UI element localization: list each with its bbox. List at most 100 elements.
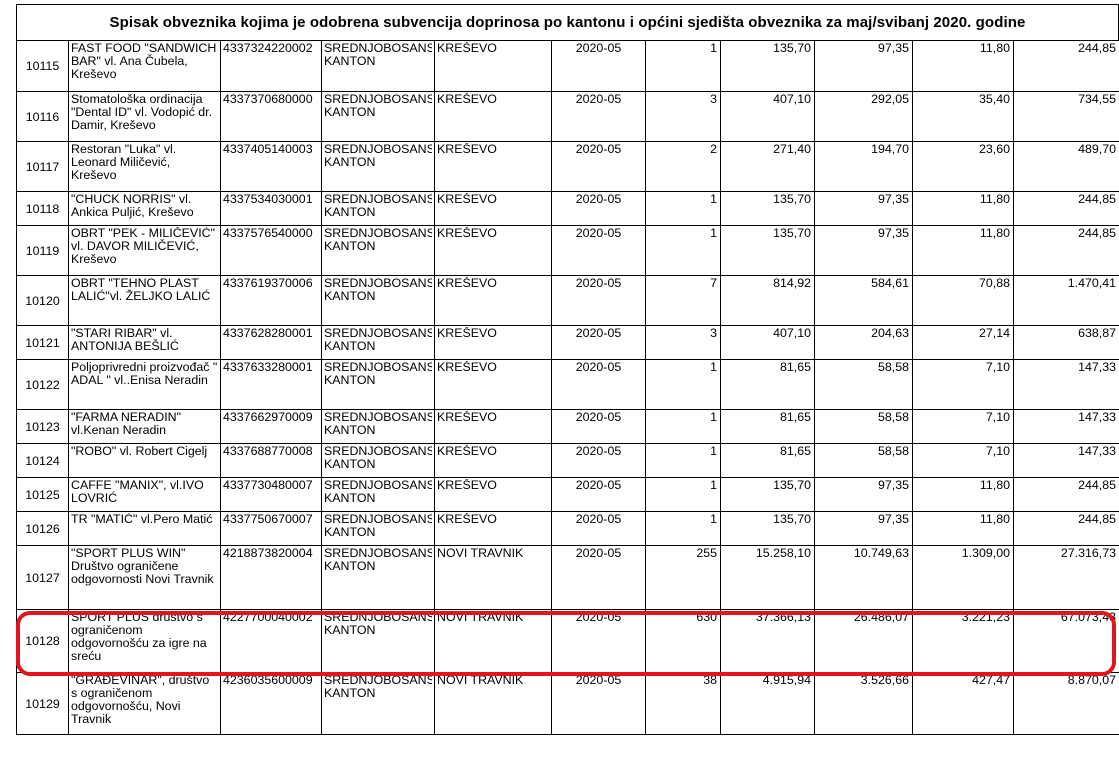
period-cell: 2020-05 xyxy=(551,91,646,142)
taxpayer-jib-cell: 4337619370006 xyxy=(220,275,322,326)
canton-cell: SREDNJOBOSANSKI KANTON xyxy=(321,545,435,610)
taxpayer-name-cell: TR "MATIĆ" vl.Pero Matić xyxy=(68,511,221,546)
cell-text: 37.366,13 xyxy=(755,611,811,624)
taxpayer-table: 10115 FAST FOOD "SANDWICH BAR" vl. Ana Ču… xyxy=(16,40,1119,735)
cell-text: 10127 xyxy=(25,571,60,585)
cell-text: 814,92 xyxy=(773,277,811,290)
total-amount-cell: 147,33 xyxy=(1013,409,1119,444)
canton-cell: SREDNJOBOSANSKI KANTON xyxy=(321,443,435,478)
total-amount-cell: 638,87 xyxy=(1013,325,1119,360)
amount-1-cell: 407,10 xyxy=(720,91,815,142)
row-id-cell: 10120 xyxy=(16,275,69,326)
cell-text: 2020-05 xyxy=(575,277,622,290)
amount-1-cell: 135,70 xyxy=(720,191,815,226)
cell-text: 292,05 xyxy=(871,93,909,106)
cell-text: 8.870,07 xyxy=(1067,674,1116,687)
row-id-cell: 10125 xyxy=(16,477,69,512)
amount-1-cell: 135,70 xyxy=(720,225,815,276)
total-amount-cell: 244,85 xyxy=(1013,191,1119,226)
cell-text: 97,35 xyxy=(877,479,909,492)
taxpayer-jib-cell: 4337576540000 xyxy=(220,225,322,276)
cell-text: 4.915,94 xyxy=(762,674,811,687)
cell-text: SREDNJOBOSANSKI KANTON xyxy=(324,547,432,573)
cell-text: 1 xyxy=(710,193,717,206)
amount-1-cell: 81,65 xyxy=(720,443,815,478)
amount-3-cell: 70,88 xyxy=(912,275,1014,326)
row-id-cell: 10119 xyxy=(16,225,69,276)
municipality-cell: NOVI TRAVNIK xyxy=(434,609,552,673)
table-row: 10115 FAST FOOD "SANDWICH BAR" vl. Ana Ču… xyxy=(16,40,1119,92)
cell-text: 4337662970009 xyxy=(223,411,313,424)
period-cell: 2020-05 xyxy=(551,40,646,92)
cell-text: 97,35 xyxy=(877,227,909,240)
cell-text: 11,80 xyxy=(979,42,1010,55)
table-row: 10121 "STARI RIBAR" vl. ANTONIJA BEŠLIĆ 43… xyxy=(16,325,1119,360)
table-row: 10126 TR "MATIĆ" vl.Pero Matić 43377506700… xyxy=(16,511,1119,546)
taxpayer-jib-cell: 4337633280001 xyxy=(220,359,322,410)
cell-text: 10124 xyxy=(25,454,60,468)
cell-text: SREDNJOBOSANSKI KANTON xyxy=(324,674,432,700)
taxpayer-name-cell: "CHUCK NORRIS" vl. Ankica Puljić, Krešev… xyxy=(68,191,221,226)
taxpayer-name-cell: OBRT "PEK - MILIČEVIĆ" vl. DAVOR MILIČEV… xyxy=(68,225,221,276)
row-id-cell: 10116 xyxy=(16,91,69,142)
total-amount-cell: 244,85 xyxy=(1013,477,1119,512)
cell-text: 194,70 xyxy=(871,143,909,156)
cell-text: 2020-05 xyxy=(575,193,622,206)
cell-text: KREŠEVO xyxy=(437,193,497,206)
total-amount-cell: 244,85 xyxy=(1013,511,1119,546)
cell-text: SREDNJOBOSANSKI KANTON xyxy=(324,193,432,219)
taxpayer-jib-cell: 4337370680000 xyxy=(220,91,322,142)
taxpayer-jib-cell: 4236035600009 xyxy=(220,672,322,735)
cell-text: OBRT "PEK - MILIČEVIĆ" vl. DAVOR MILIČEV… xyxy=(71,227,215,266)
amount-3-cell: 7,10 xyxy=(912,359,1014,410)
cell-text: KREŠEVO xyxy=(437,227,497,240)
cell-text: 58,58 xyxy=(877,411,909,424)
amount-3-cell: 27,14 xyxy=(912,325,1014,360)
cell-text: 23,60 xyxy=(978,143,1010,156)
total-amount-cell: 489,70 xyxy=(1013,141,1119,192)
cell-text: 4337370680000 xyxy=(223,93,313,106)
employee-count-cell: 3 xyxy=(645,325,721,360)
cell-text: 10115 xyxy=(25,60,60,73)
cell-text: SREDNJOBOSANSKI KANTON xyxy=(324,227,432,253)
table-row: 10117 Restoran "Luka" vl. Leonard Miličev… xyxy=(16,141,1119,192)
cell-text: Restoran "Luka" vl. Leonard Miličević, K… xyxy=(71,143,177,182)
total-amount-cell: 67.073,43 xyxy=(1013,609,1119,673)
cell-text: 10129 xyxy=(25,697,60,711)
table-row: 10119 OBRT "PEK - MILIČEVIĆ" vl. DAVOR MI… xyxy=(16,225,1119,276)
canton-cell: SREDNJOBOSANSKI KANTON xyxy=(321,609,435,673)
taxpayer-jib-cell: 4337628280001 xyxy=(220,325,322,360)
cell-text: "ROBO" vl. Robert Cigelj xyxy=(71,445,208,458)
cell-text: SREDNJOBOSANSKI KANTON xyxy=(324,513,432,539)
cell-text: 2020-05 xyxy=(575,227,622,240)
cell-text: 10121 xyxy=(25,336,60,350)
taxpayer-name-cell: "SPORT PLUS WIN" Društvo ograničene odgo… xyxy=(68,545,221,610)
row-id-cell: 10129 xyxy=(16,672,69,735)
municipality-cell: NOVI TRAVNIK xyxy=(434,545,552,610)
taxpayer-name-cell: "GRAĐEVINAR", društvo s ograničenom odgo… xyxy=(68,672,221,735)
cell-text: 1 xyxy=(710,361,717,374)
amount-2-cell: 58,58 xyxy=(814,409,913,444)
amount-2-cell: 26.486,07 xyxy=(814,609,913,673)
amount-1-cell: 81,65 xyxy=(720,409,815,444)
taxpayer-jib-cell: 4337405140003 xyxy=(220,141,322,192)
cell-text: SREDNJOBOSANSKI KANTON xyxy=(324,327,432,353)
amount-3-cell: 7,10 xyxy=(912,409,1014,444)
cell-text: Poljoprivredni proizvođač " ADAL " vl..E… xyxy=(71,361,218,387)
cell-text: 4337405140003 xyxy=(223,143,313,156)
amount-2-cell: 3.526,66 xyxy=(814,672,913,735)
table-row: 10125 CAFFE "MANIX", vl.IVO LOVRIĆ 4337730… xyxy=(16,477,1119,512)
cell-text: 67.073,43 xyxy=(1060,611,1116,624)
total-amount-cell: 147,33 xyxy=(1013,443,1119,478)
cell-text: SREDNJOBOSANSKI KANTON xyxy=(324,411,432,437)
amount-1-cell: 814,92 xyxy=(720,275,815,326)
cell-text: 244,85 xyxy=(1078,479,1116,492)
cell-text: 4337730480007 xyxy=(223,479,313,492)
employee-count-cell: 1 xyxy=(645,443,721,478)
cell-text: KREŠEVO xyxy=(437,513,497,526)
taxpayer-jib-cell: 4227700040002 xyxy=(220,609,322,673)
taxpayer-name-cell: "FARMA NERADIN" vl.Kenan Neradin xyxy=(68,409,221,444)
table-row: 10118 "CHUCK NORRIS" vl. Ankica Puljić, K… xyxy=(16,191,1119,226)
cell-text: 147,33 xyxy=(1078,411,1116,424)
amount-2-cell: 58,58 xyxy=(814,359,913,410)
